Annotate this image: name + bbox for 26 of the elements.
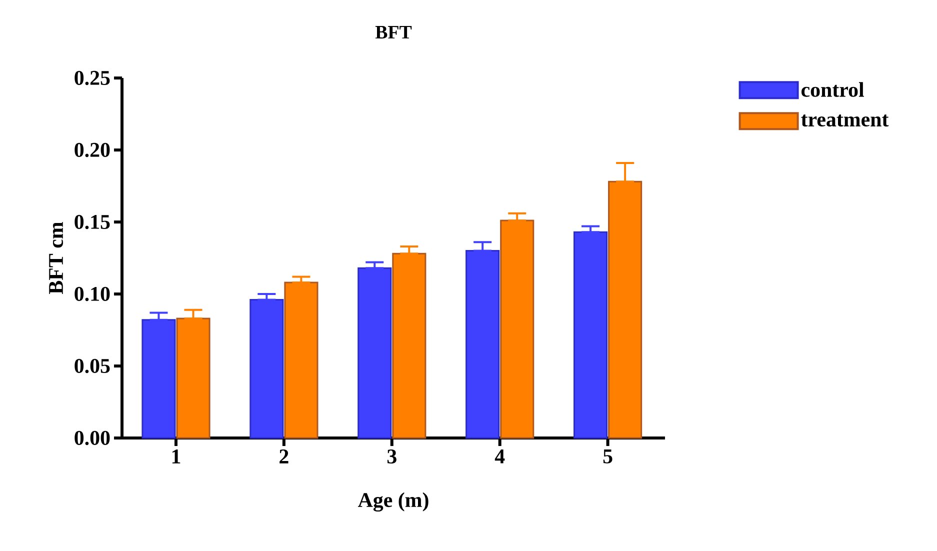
y-tick-label: 0.25 [74, 70, 110, 86]
y-tick-label: 0.05 [74, 358, 110, 374]
legend-label: control [802, 82, 864, 97]
y-tick-label: 0.00 [74, 430, 110, 446]
bar [176, 318, 210, 439]
x-tick-label: 4 [494, 450, 505, 464]
bar [392, 252, 426, 439]
x-tick-label: 5 [603, 450, 612, 464]
bar [250, 298, 284, 439]
x-axis-title: Age (m) [358, 492, 428, 512]
x-tick-label: 1 [172, 450, 180, 464]
y-tick-label: 0.20 [74, 142, 110, 158]
x-tick-label: 3 [387, 450, 396, 464]
bar [608, 180, 642, 439]
bar [284, 282, 318, 439]
bar [500, 220, 534, 439]
bar [358, 267, 392, 439]
bar [142, 319, 176, 439]
y-tick-label: 0.15 [74, 214, 110, 230]
x-tick-label: 2 [280, 450, 288, 464]
bar [574, 231, 608, 439]
legend-label: treatment [801, 114, 889, 127]
chart-title: BFT [375, 26, 412, 38]
bar [466, 250, 500, 439]
y-tick-label: 0.10 [74, 286, 110, 302]
y-axis-title: BFT cm [49, 222, 64, 294]
